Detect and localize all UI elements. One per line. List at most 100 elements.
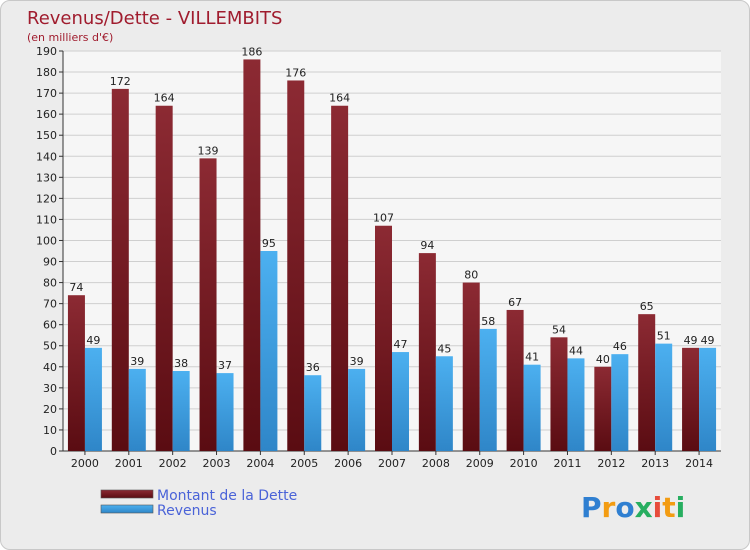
logo-letter: i <box>653 491 663 524</box>
y-tick-label: 0 <box>50 445 57 458</box>
y-tick-label: 120 <box>36 192 57 205</box>
y-tick-label: 190 <box>36 45 57 58</box>
bar-revenus <box>304 375 322 451</box>
x-tick-label: 2008 <box>422 457 450 470</box>
value-label: 164 <box>154 92 175 105</box>
logo-letter: i <box>676 491 686 524</box>
x-tick-label: 2013 <box>641 457 669 470</box>
bar-dette <box>331 105 349 451</box>
value-label: 49 <box>684 334 698 347</box>
value-label: 94 <box>420 239 434 252</box>
y-tick-label: 140 <box>36 150 57 163</box>
logo-letter: o <box>615 491 634 524</box>
bar-revenus <box>567 358 585 451</box>
bar-revenus <box>128 368 146 451</box>
x-tick-label: 2003 <box>203 457 231 470</box>
value-label: 95 <box>262 237 276 250</box>
y-tick-label: 90 <box>43 256 57 269</box>
value-label: 164 <box>329 92 350 105</box>
value-label: 74 <box>69 281 83 294</box>
logo-letter: t <box>662 491 675 524</box>
value-label: 58 <box>481 315 495 328</box>
bar-dette <box>199 158 217 452</box>
bar-revenus <box>523 364 541 451</box>
bar-revenus <box>260 251 278 451</box>
y-tick-label: 20 <box>43 403 57 416</box>
x-tick-label: 2009 <box>466 457 494 470</box>
bar-revenus <box>172 371 190 451</box>
value-label: 186 <box>241 45 262 58</box>
y-tick-label: 170 <box>36 87 57 100</box>
value-label: 39 <box>350 355 364 368</box>
bar-revenus <box>392 352 409 451</box>
y-tick-label: 70 <box>43 298 57 311</box>
bar-dette <box>155 105 173 451</box>
bar-dette <box>594 366 612 451</box>
logo-letter: x <box>635 491 653 524</box>
y-tick-label: 130 <box>36 171 57 184</box>
y-tick-label: 10 <box>43 424 57 437</box>
bar-revenus <box>216 373 234 451</box>
value-label: 37 <box>218 359 232 372</box>
value-label: 40 <box>596 353 610 366</box>
value-label: 49 <box>701 334 715 347</box>
y-tick-label: 60 <box>43 319 57 332</box>
proxiti-logo: Proxiti <box>581 491 685 524</box>
chart-title: Revenus/Dette - VILLEMBITS <box>27 8 282 29</box>
bar-dette <box>462 282 480 451</box>
x-tick-label: 2012 <box>597 457 625 470</box>
value-label: 107 <box>373 212 394 225</box>
logo-letter: r <box>602 491 616 524</box>
value-label: 172 <box>110 75 131 88</box>
bar-revenus <box>655 343 673 451</box>
bar-dette <box>506 309 524 451</box>
x-tick-label: 2005 <box>290 457 318 470</box>
value-label: 54 <box>552 323 566 336</box>
y-tick-label: 110 <box>36 213 57 226</box>
x-tick-label: 2004 <box>246 457 274 470</box>
bar-dette <box>638 314 656 451</box>
value-label: 39 <box>130 355 144 368</box>
bar-dette <box>418 253 436 451</box>
legend: Montant de la Dette Revenus <box>100 488 297 519</box>
x-tick-label: 2007 <box>378 457 406 470</box>
value-label: 139 <box>198 144 219 157</box>
bar-revenus <box>435 356 453 451</box>
y-tick-label: 50 <box>43 340 57 353</box>
y-tick-label: 160 <box>36 108 57 121</box>
bar-revenus <box>479 328 497 451</box>
value-label: 51 <box>657 330 671 343</box>
bar-revenus <box>348 368 366 451</box>
bars <box>67 59 717 452</box>
value-label: 46 <box>613 340 627 353</box>
x-tick-label: 2000 <box>71 457 99 470</box>
value-label: 176 <box>285 66 306 79</box>
x-tick-label: 2001 <box>115 457 143 470</box>
value-label: 36 <box>306 361 320 374</box>
x-tick-label: 2002 <box>159 457 187 470</box>
logo-letter: P <box>581 491 602 524</box>
legend-swatch-revenus <box>100 504 154 514</box>
bar-dette <box>111 88 129 451</box>
value-label: 44 <box>569 344 583 357</box>
bar-revenus <box>611 354 629 451</box>
value-label: 38 <box>174 357 188 370</box>
x-tick-label: 2011 <box>553 457 581 470</box>
value-label: 47 <box>394 338 408 351</box>
bar-dette <box>67 295 85 451</box>
value-label: 65 <box>640 300 654 313</box>
value-label: 49 <box>86 334 100 347</box>
bar-dette <box>375 225 392 451</box>
y-tick-label: 180 <box>36 66 57 79</box>
bar-revenus <box>699 347 717 451</box>
bar-dette <box>550 337 568 451</box>
x-axis: 2000 2001 2002 2003 2004 2005 2006 2007 2008 2009… <box>71 451 713 470</box>
x-tick-label: 2006 <box>334 457 362 470</box>
x-tick-label: 2014 <box>685 457 713 470</box>
bar-dette <box>682 347 700 451</box>
bar-dette <box>243 59 261 451</box>
y-tick-label: 100 <box>36 234 57 247</box>
legend-swatch-debt <box>100 489 154 499</box>
y-tick-label: 150 <box>36 129 57 142</box>
